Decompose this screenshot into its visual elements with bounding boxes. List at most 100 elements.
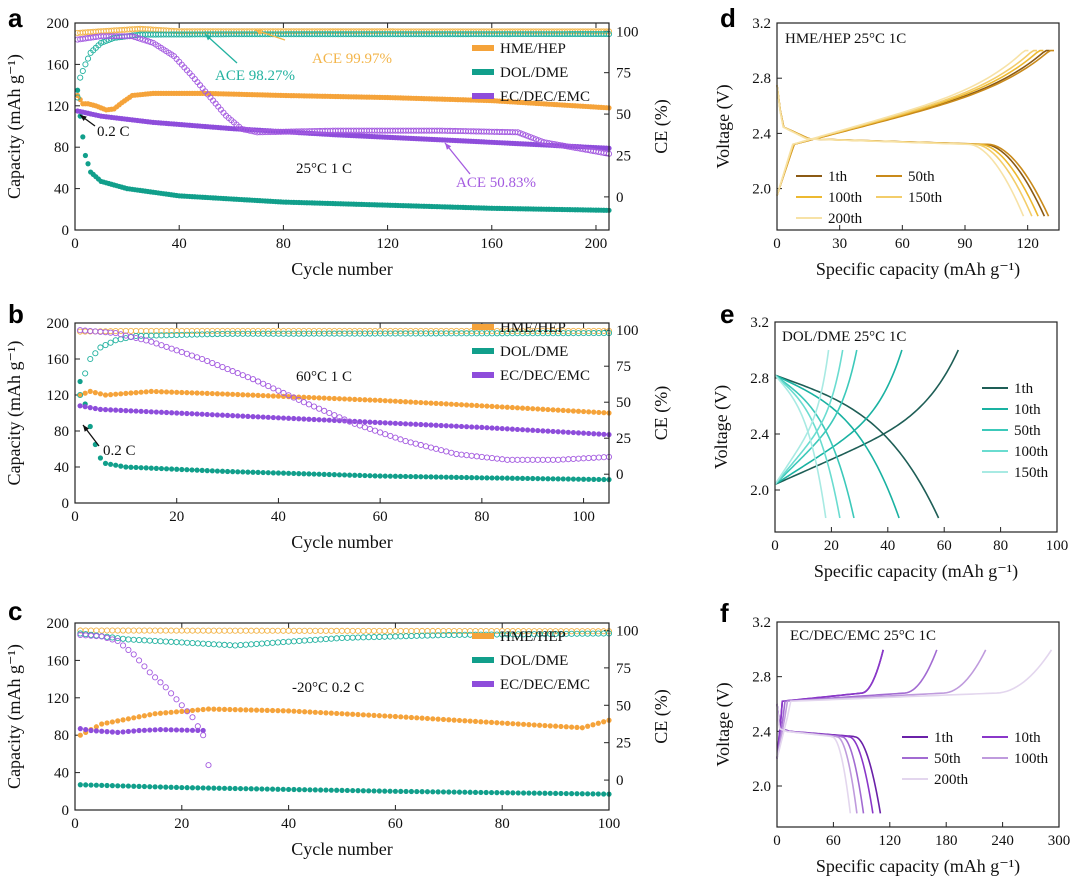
legend-label: 50th xyxy=(1014,423,1041,439)
ce-point xyxy=(221,627,228,634)
capacity-point xyxy=(120,717,126,723)
capacity-point xyxy=(307,709,313,715)
capacity-point xyxy=(99,721,105,727)
panel-letter: b xyxy=(8,299,24,329)
capacity-point xyxy=(601,476,607,483)
ce-point xyxy=(178,702,185,709)
capacity-point xyxy=(456,717,463,724)
ce-point xyxy=(595,454,602,461)
capacity-point xyxy=(141,783,148,790)
capacity-point xyxy=(514,426,521,433)
legend-label: 1th xyxy=(934,730,954,746)
ce-point xyxy=(226,642,233,649)
capacity-point xyxy=(102,407,109,413)
capacity-point xyxy=(326,417,332,423)
arrow-head xyxy=(205,34,212,41)
ce-point xyxy=(381,627,388,634)
ce-point xyxy=(168,627,175,634)
capacity-point xyxy=(148,388,154,394)
capacity-point xyxy=(275,470,282,476)
capacity-point xyxy=(157,784,164,790)
capacity-point xyxy=(446,789,452,795)
capacity-point xyxy=(80,134,86,140)
ce-point xyxy=(141,637,148,644)
x-tick-label: 120 xyxy=(376,236,399,252)
panel-title: HME/HEP 25°C 1C xyxy=(785,31,906,47)
capacity-point xyxy=(237,785,244,792)
capacity-point xyxy=(344,787,350,794)
ce-point xyxy=(354,634,362,641)
x-tick-label: 0 xyxy=(71,509,79,525)
ce-point xyxy=(295,396,302,403)
capacity-point xyxy=(428,474,434,480)
capacity-point xyxy=(93,724,99,730)
capacity-point xyxy=(560,407,566,414)
ce-point xyxy=(158,342,165,349)
capacity-point xyxy=(438,401,444,407)
capacity-point xyxy=(235,413,241,419)
ce-point xyxy=(210,627,217,634)
ce-point xyxy=(397,627,404,634)
capacity-point xyxy=(560,476,566,482)
capacity-point xyxy=(331,417,337,424)
capacity-point xyxy=(260,392,266,399)
ce-point xyxy=(162,627,169,634)
plot-frame xyxy=(74,322,610,504)
capacity-point xyxy=(216,706,222,712)
ce-point xyxy=(107,339,114,346)
capacity-point xyxy=(558,723,564,730)
capacity-point xyxy=(590,722,596,728)
ce-point xyxy=(326,409,333,417)
capacity-point xyxy=(550,476,556,482)
capacity-point xyxy=(194,411,200,417)
ce-point xyxy=(253,640,260,647)
discharge-curve xyxy=(774,374,855,519)
ce-point xyxy=(248,627,255,634)
capacity-point xyxy=(200,785,206,791)
capacity-point xyxy=(458,423,465,430)
capacity-point xyxy=(514,405,521,411)
capacity-point xyxy=(366,712,372,718)
capacity-point xyxy=(291,708,297,714)
y-axis-label: Capacity (mAh g⁻¹) xyxy=(4,54,25,199)
capacity-point xyxy=(265,470,271,476)
capacity-point xyxy=(569,791,575,797)
capacity-point xyxy=(334,787,340,793)
capacity-point xyxy=(531,722,537,728)
capacity-point xyxy=(163,389,170,395)
ce-point xyxy=(152,627,159,634)
capacity-point xyxy=(467,789,473,795)
ce-point xyxy=(269,627,276,634)
ce-point xyxy=(138,327,145,334)
capacity-point xyxy=(530,475,536,482)
ce-point xyxy=(494,455,501,462)
ce-point xyxy=(253,627,260,634)
capacity-point xyxy=(224,412,231,418)
capacity-point xyxy=(189,411,195,417)
ce-point xyxy=(84,55,92,62)
y2-tick-label: 100 xyxy=(616,623,639,639)
capacity-point xyxy=(585,791,591,797)
y-tick-label: 2.8 xyxy=(752,670,771,686)
capacity-point xyxy=(104,720,110,726)
ce-point xyxy=(264,640,271,647)
curve-1th xyxy=(774,349,960,519)
x-tick-label: 20 xyxy=(824,538,839,554)
ce-point xyxy=(451,631,458,638)
capacity-point xyxy=(331,395,337,402)
discharge-curve xyxy=(774,374,841,519)
capacity-point xyxy=(219,412,226,418)
ce-point xyxy=(387,432,394,439)
capacity-point xyxy=(601,719,607,725)
capacity-point xyxy=(382,420,388,426)
legend-label: 200th xyxy=(934,772,969,788)
ce-point xyxy=(221,641,228,648)
capacity-point xyxy=(489,475,495,481)
capacity-point xyxy=(291,415,297,422)
capacity-point xyxy=(131,715,137,721)
capacity-point xyxy=(250,414,256,420)
ce-point xyxy=(365,627,372,634)
x-axis-label: Cycle number xyxy=(291,839,392,859)
capacity-point xyxy=(113,407,119,413)
ce-point xyxy=(97,39,105,46)
